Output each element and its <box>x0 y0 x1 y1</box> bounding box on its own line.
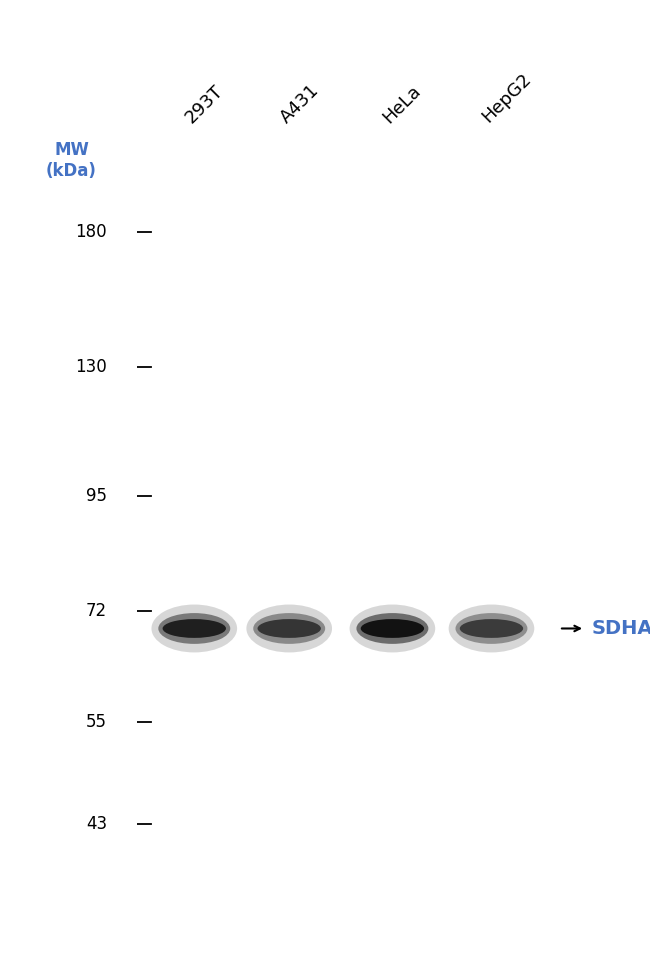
Ellipse shape <box>361 619 424 638</box>
Text: MW
(kDa): MW (kDa) <box>46 141 97 180</box>
Text: 180: 180 <box>75 224 107 241</box>
Text: A431: A431 <box>276 81 322 126</box>
Ellipse shape <box>356 613 428 643</box>
Text: 95: 95 <box>86 487 107 505</box>
Ellipse shape <box>162 619 226 638</box>
Text: 293T: 293T <box>181 82 227 126</box>
Ellipse shape <box>254 613 325 643</box>
Text: 55: 55 <box>86 713 107 731</box>
Ellipse shape <box>159 613 230 643</box>
Ellipse shape <box>448 605 534 652</box>
Text: HeLa: HeLa <box>380 82 424 126</box>
Text: SDHA: SDHA <box>592 619 650 638</box>
Text: 130: 130 <box>75 358 107 376</box>
Ellipse shape <box>246 605 332 652</box>
Ellipse shape <box>456 613 527 643</box>
Ellipse shape <box>460 619 523 638</box>
Text: HepG2: HepG2 <box>479 70 535 126</box>
Ellipse shape <box>350 605 436 652</box>
Ellipse shape <box>151 605 237 652</box>
Text: 72: 72 <box>86 602 107 620</box>
Text: 43: 43 <box>86 815 107 833</box>
Ellipse shape <box>257 619 321 638</box>
